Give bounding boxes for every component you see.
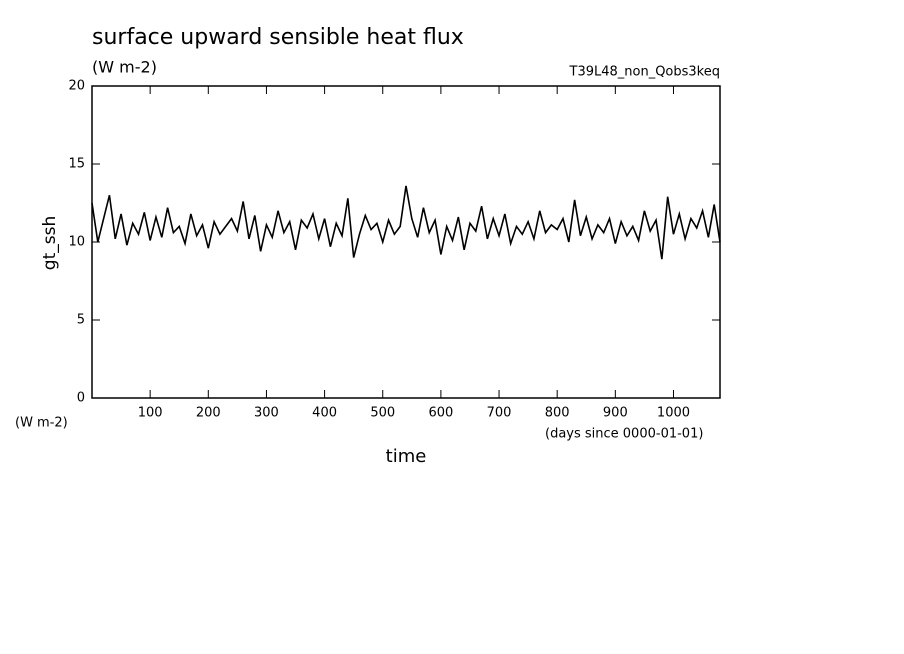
x-axis-label: time [386, 446, 427, 467]
annotation: T39L48_non_Qobs3keq [569, 65, 721, 80]
x-tick-label: 600 [428, 406, 453, 421]
y-tick-label: 15 [68, 157, 85, 172]
plot-frame [91, 85, 721, 399]
x-tick-label: 100 [138, 406, 163, 421]
y-tick-label: 10 [68, 235, 85, 250]
y-axis-label: gt_ssh [40, 216, 60, 270]
y-tick-label: 5 [77, 313, 85, 328]
x-tick-label: 800 [545, 406, 570, 421]
x-tick-label: 300 [254, 406, 279, 421]
x-tick-label: 700 [487, 406, 512, 421]
y-tick-label: 0 [77, 391, 85, 406]
x-tick-label: 500 [370, 406, 395, 421]
x-axis-units: (days since 0000-01-01) [545, 427, 703, 442]
x-tick-label: 900 [603, 406, 628, 421]
chart-title: surface upward sensible heat flux [92, 25, 464, 50]
x-tick-label: 1000 [657, 406, 690, 421]
y-tick-label: 20 [68, 79, 85, 94]
data-line [91, 185, 721, 260]
x-tick-label: 400 [312, 406, 337, 421]
y-axis-units: (W m-2) [15, 416, 68, 431]
chart-subtitle: (W m-2) [92, 58, 157, 77]
x-tick-label: 200 [196, 406, 221, 421]
